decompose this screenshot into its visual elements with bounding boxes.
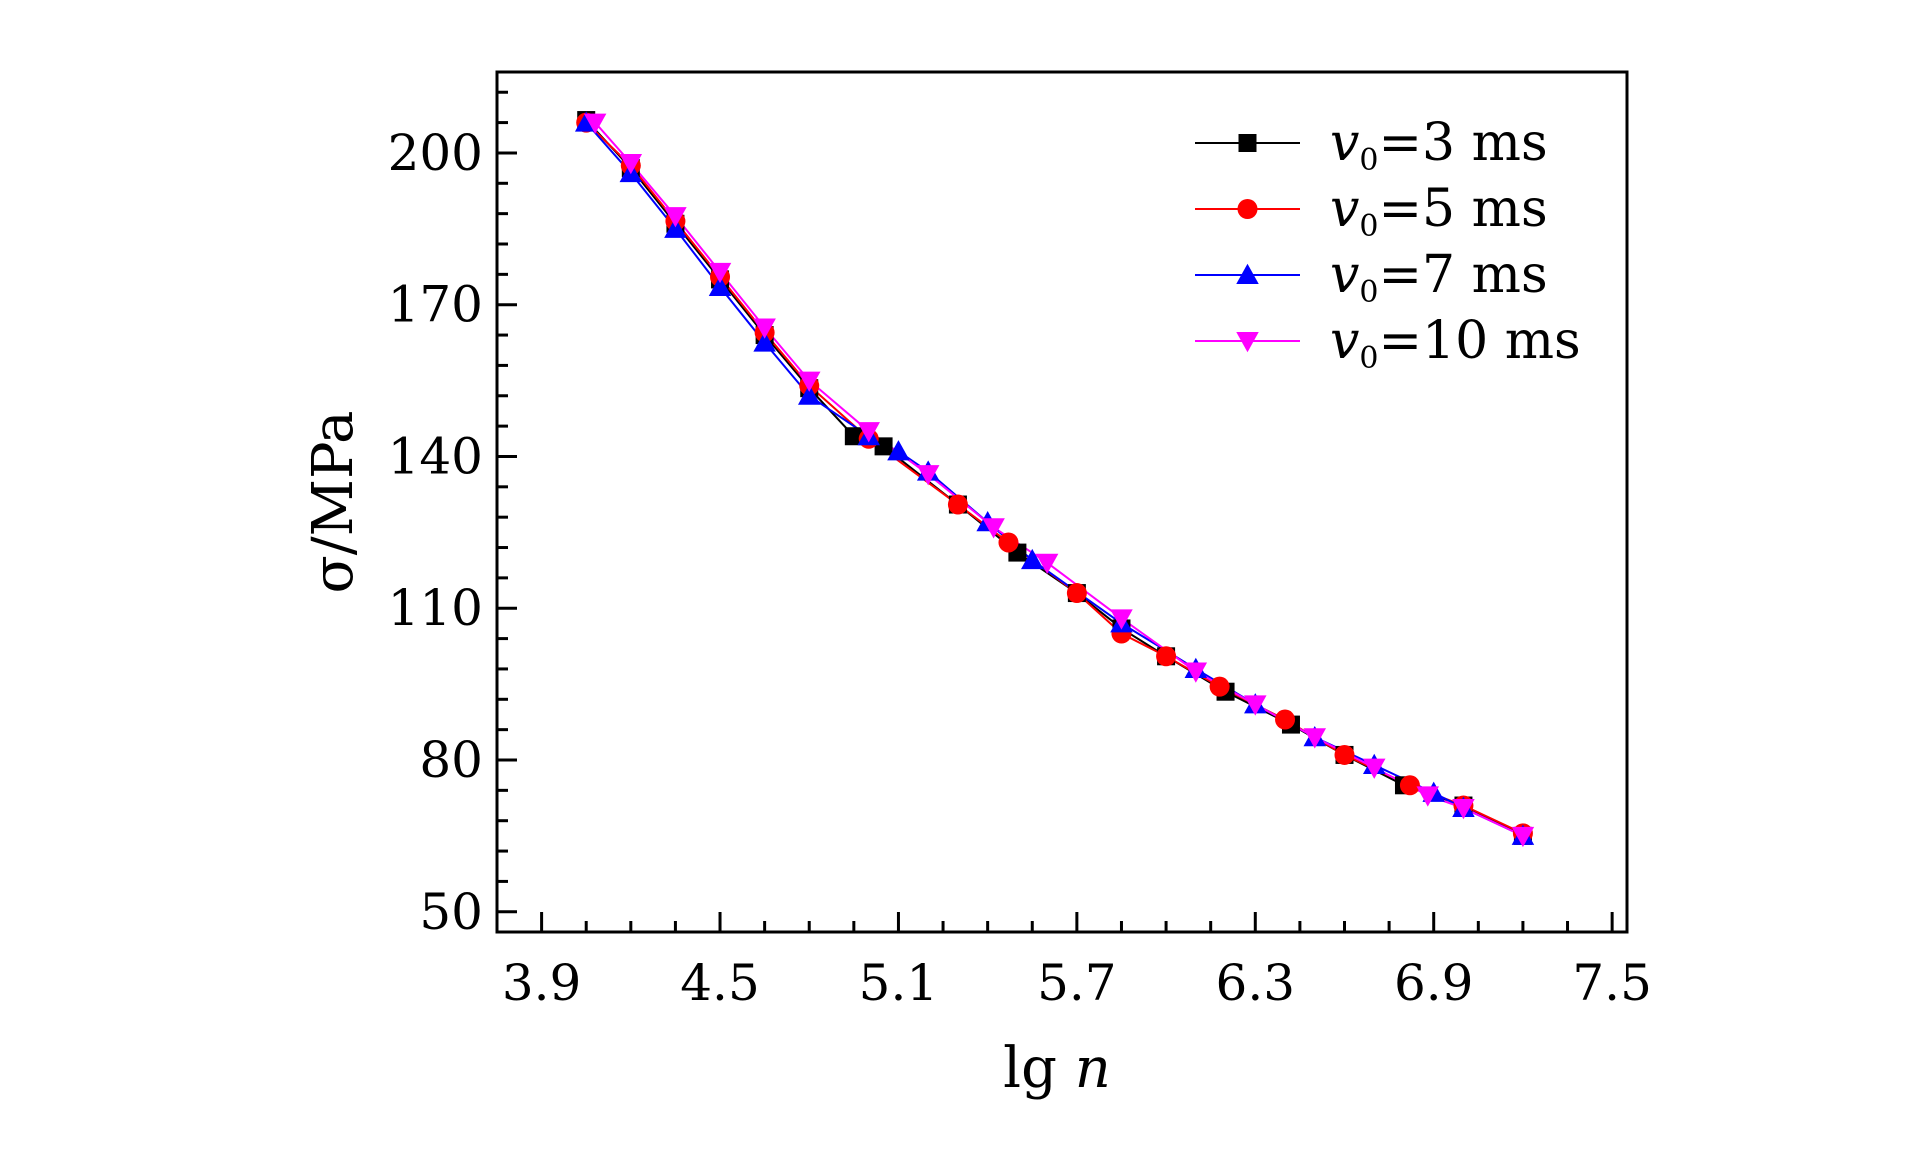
series-4-point xyxy=(1362,758,1386,779)
series-4-point xyxy=(857,422,880,443)
x-axis-title-var: n xyxy=(1075,1036,1111,1101)
y-tick-label: 140 xyxy=(388,427,483,485)
series-4-point xyxy=(619,154,643,175)
series-4-point xyxy=(797,371,821,392)
legend-label-sub: 0 xyxy=(1359,341,1378,376)
y-axis-ticks: 50 80 110 140 170 200 xyxy=(388,90,517,941)
series-2-point xyxy=(998,532,1019,553)
y-tick-label: 110 xyxy=(388,579,483,637)
series-2-point xyxy=(1209,676,1230,697)
y-tick-label: 50 xyxy=(419,883,483,941)
series-4-point xyxy=(1184,662,1208,683)
x-tick-label: 6.3 xyxy=(1216,954,1296,1012)
x-tick-label: 5.7 xyxy=(1037,954,1117,1012)
series-2-point xyxy=(1156,646,1177,667)
legend-label-3: v0=7 ms xyxy=(1330,245,1548,310)
y-tick-label: 80 xyxy=(419,731,483,789)
series-2-point xyxy=(1399,775,1420,796)
x-tick-label: 3.9 xyxy=(502,954,582,1012)
legend-marker-1 xyxy=(1238,134,1257,152)
series-2-point xyxy=(1334,744,1355,765)
x-tick-label: 4.5 xyxy=(680,954,760,1012)
series-3-point xyxy=(708,275,732,296)
legend-marker-4 xyxy=(1236,332,1259,353)
legend-label-rest: =5 ms xyxy=(1378,179,1547,239)
legend-label-var: v xyxy=(1330,245,1359,305)
x-axis-title: lg n xyxy=(1003,1036,1111,1101)
x-tick-label: 5.1 xyxy=(859,954,939,1012)
legend-marker-3 xyxy=(1236,263,1259,284)
series-markers xyxy=(574,111,1535,848)
legend-marker-2 xyxy=(1237,199,1258,219)
legend-label-sub: 0 xyxy=(1359,143,1378,178)
legend-label-4: v0=10 ms xyxy=(1330,311,1581,376)
series-4-point xyxy=(708,262,732,284)
series-4-point xyxy=(982,518,1005,539)
series-4-point xyxy=(753,318,776,339)
legend-label-rest: =10 ms xyxy=(1378,311,1580,371)
legend-label-2: v0=5 ms xyxy=(1330,179,1548,244)
series-4-point xyxy=(1110,609,1133,630)
legend-label-sub: 0 xyxy=(1359,209,1378,244)
series-3-point xyxy=(797,384,821,405)
series-3-point xyxy=(753,331,776,352)
legend-label-rest: =3 ms xyxy=(1378,113,1547,173)
series-1-point xyxy=(844,427,863,446)
series-4-point xyxy=(1511,826,1535,848)
series-4-point xyxy=(1416,786,1440,807)
series-4-point xyxy=(1035,553,1059,574)
y-axis-title: σ/MPa xyxy=(301,411,366,594)
series-2-point xyxy=(947,494,968,515)
series-4-point xyxy=(916,465,940,486)
x-tick-label: 7.5 xyxy=(1572,954,1652,1012)
y-tick-label: 200 xyxy=(388,124,483,182)
series-3-point xyxy=(887,440,910,461)
series-4-point xyxy=(1452,799,1475,820)
series-4-point xyxy=(664,207,687,228)
x-tick-label: 6.9 xyxy=(1394,954,1474,1012)
legend-label-var: v xyxy=(1330,311,1359,371)
y-tick-label: 170 xyxy=(388,276,483,334)
series-3-point xyxy=(1021,548,1044,570)
series-1-point xyxy=(874,437,893,456)
series-2-point xyxy=(1275,709,1296,730)
series-4-point xyxy=(1244,695,1267,716)
series-4-point xyxy=(583,113,607,134)
x-axis-title-text: lg xyxy=(1003,1036,1075,1101)
legend-label-rest: =7 ms xyxy=(1378,245,1547,305)
plot-frame xyxy=(495,70,1629,934)
legend-label-sub: 0 xyxy=(1359,275,1378,310)
series-2-point xyxy=(1066,583,1087,604)
series-4-point xyxy=(1303,728,1327,749)
legend-label-var: v xyxy=(1330,179,1359,239)
x-axis-ticks: 3.9 4.5 5.1 5.7 6.3 6.9 7.5 xyxy=(502,912,1652,1012)
legend-label-var: v xyxy=(1330,113,1359,173)
series-3-point xyxy=(664,217,687,238)
legend-label-1: v0=3 ms xyxy=(1330,113,1548,178)
